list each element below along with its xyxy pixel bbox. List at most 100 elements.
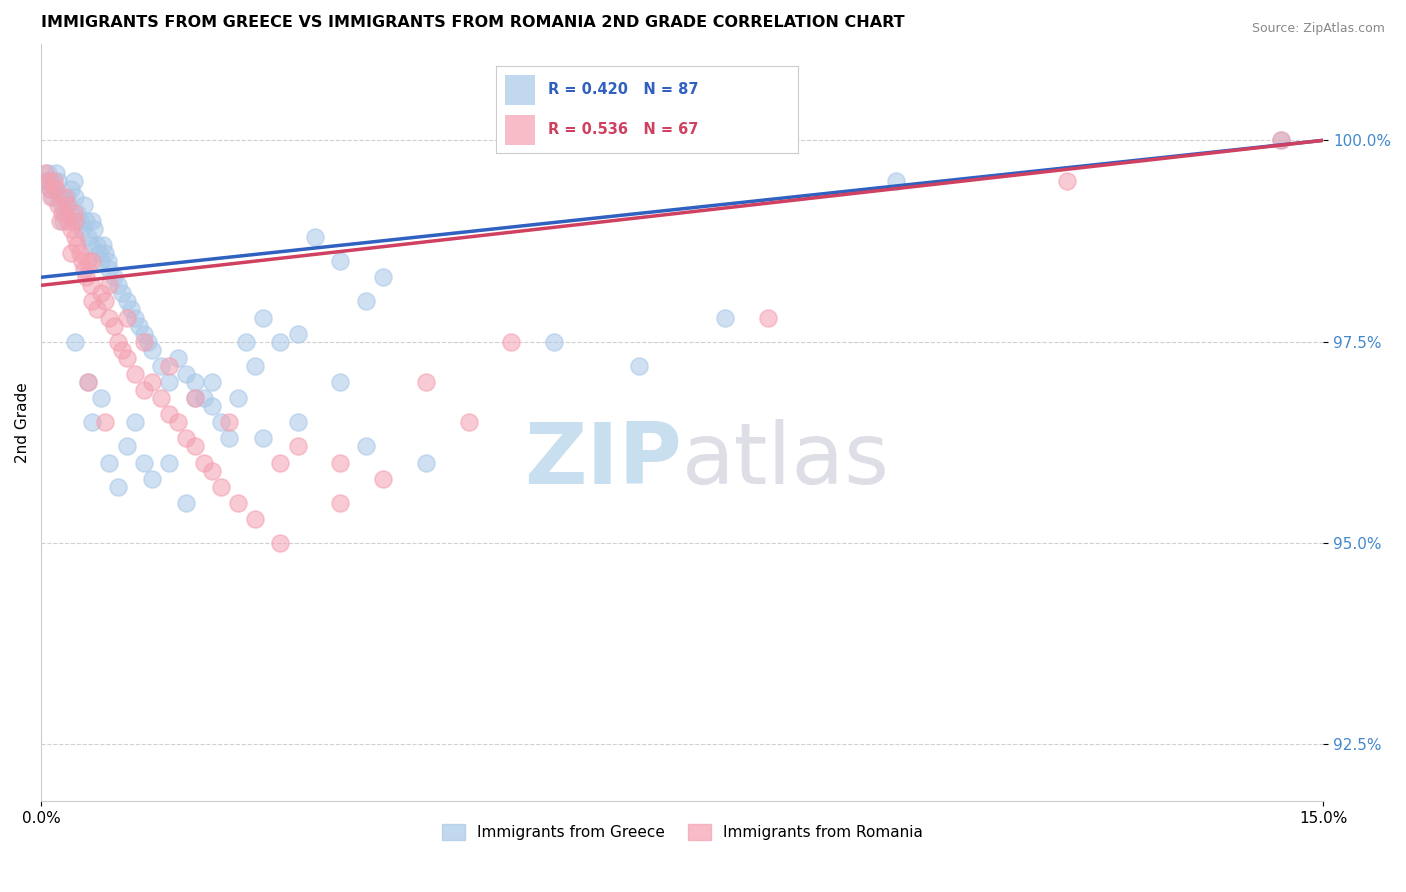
Point [82, 214, 104, 228]
Point [176, 431, 198, 445]
Point [103, 318, 125, 333]
Point [65, 214, 87, 228]
Point [60, 222, 83, 236]
Point [80, 238, 103, 252]
Point [94, 246, 117, 260]
Point [226, 391, 249, 405]
Point [132, 334, 155, 349]
Point [98, 310, 121, 325]
Point [252, 310, 274, 325]
Point [176, 496, 198, 510]
Point [124, 367, 146, 381]
Point [371, 270, 394, 285]
Point [111, 343, 134, 357]
Point [58, 198, 80, 212]
Point [457, 415, 479, 429]
Point [176, 367, 198, 381]
Point [73, 198, 96, 212]
Point [90, 391, 112, 405]
Point [52, 214, 75, 228]
Point [756, 310, 779, 325]
Point [69, 246, 91, 260]
Point [136, 334, 159, 349]
Point [70, 222, 93, 236]
Point [82, 415, 104, 429]
Point [66, 238, 89, 252]
Point [38, 182, 60, 196]
Point [218, 415, 240, 429]
Point [97, 254, 120, 268]
Point [115, 439, 138, 453]
Point [45, 182, 67, 196]
Point [55, 190, 77, 204]
Point [157, 407, 180, 421]
Point [120, 302, 142, 317]
Point [77, 375, 100, 389]
Point [111, 286, 134, 301]
Point [58, 214, 80, 228]
Point [37, 173, 59, 187]
Point [167, 351, 190, 365]
Point [53, 206, 76, 220]
Point [149, 391, 172, 405]
Point [141, 472, 163, 486]
Point [55, 198, 77, 212]
Legend: Immigrants from Greece, Immigrants from Romania: Immigrants from Greece, Immigrants from … [436, 818, 929, 847]
Point [37, 165, 59, 179]
Point [51, 198, 73, 212]
Point [141, 375, 163, 389]
Point [304, 230, 326, 244]
Point [415, 375, 437, 389]
Point [329, 254, 352, 268]
Text: atlas: atlas [682, 418, 890, 501]
Text: Source: ZipAtlas.com: Source: ZipAtlas.com [1251, 22, 1385, 36]
Point [167, 415, 190, 429]
Point [124, 310, 146, 325]
Point [184, 439, 207, 453]
Point [82, 294, 104, 309]
Point [94, 294, 117, 309]
Point [62, 173, 84, 187]
Point [115, 310, 138, 325]
Point [41, 173, 63, 187]
Point [98, 262, 121, 277]
Point [235, 334, 257, 349]
Point [90, 286, 112, 301]
Point [66, 206, 89, 220]
Point [107, 278, 129, 293]
Point [51, 206, 73, 220]
Point [201, 464, 224, 478]
Point [132, 456, 155, 470]
Point [132, 326, 155, 341]
Point [34, 165, 56, 179]
Point [157, 375, 180, 389]
Point [124, 415, 146, 429]
Point [193, 391, 215, 405]
Point [193, 456, 215, 470]
Point [42, 190, 65, 204]
Point [65, 190, 87, 204]
Point [354, 294, 377, 309]
Point [60, 246, 83, 260]
Point [354, 439, 377, 453]
Point [1270, 133, 1292, 147]
Text: ZIP: ZIP [524, 418, 682, 501]
Point [65, 230, 87, 244]
Point [184, 391, 207, 405]
Point [73, 262, 96, 277]
Point [98, 278, 121, 293]
Point [501, 334, 523, 349]
Point [184, 391, 207, 405]
Point [209, 415, 232, 429]
Point [49, 214, 72, 228]
Point [884, 173, 907, 187]
Point [60, 182, 83, 196]
Point [269, 456, 291, 470]
Point [49, 190, 72, 204]
Point [77, 230, 100, 244]
Point [69, 214, 91, 228]
Point [107, 480, 129, 494]
Point [38, 182, 60, 196]
Point [70, 254, 93, 268]
Point [1270, 133, 1292, 147]
